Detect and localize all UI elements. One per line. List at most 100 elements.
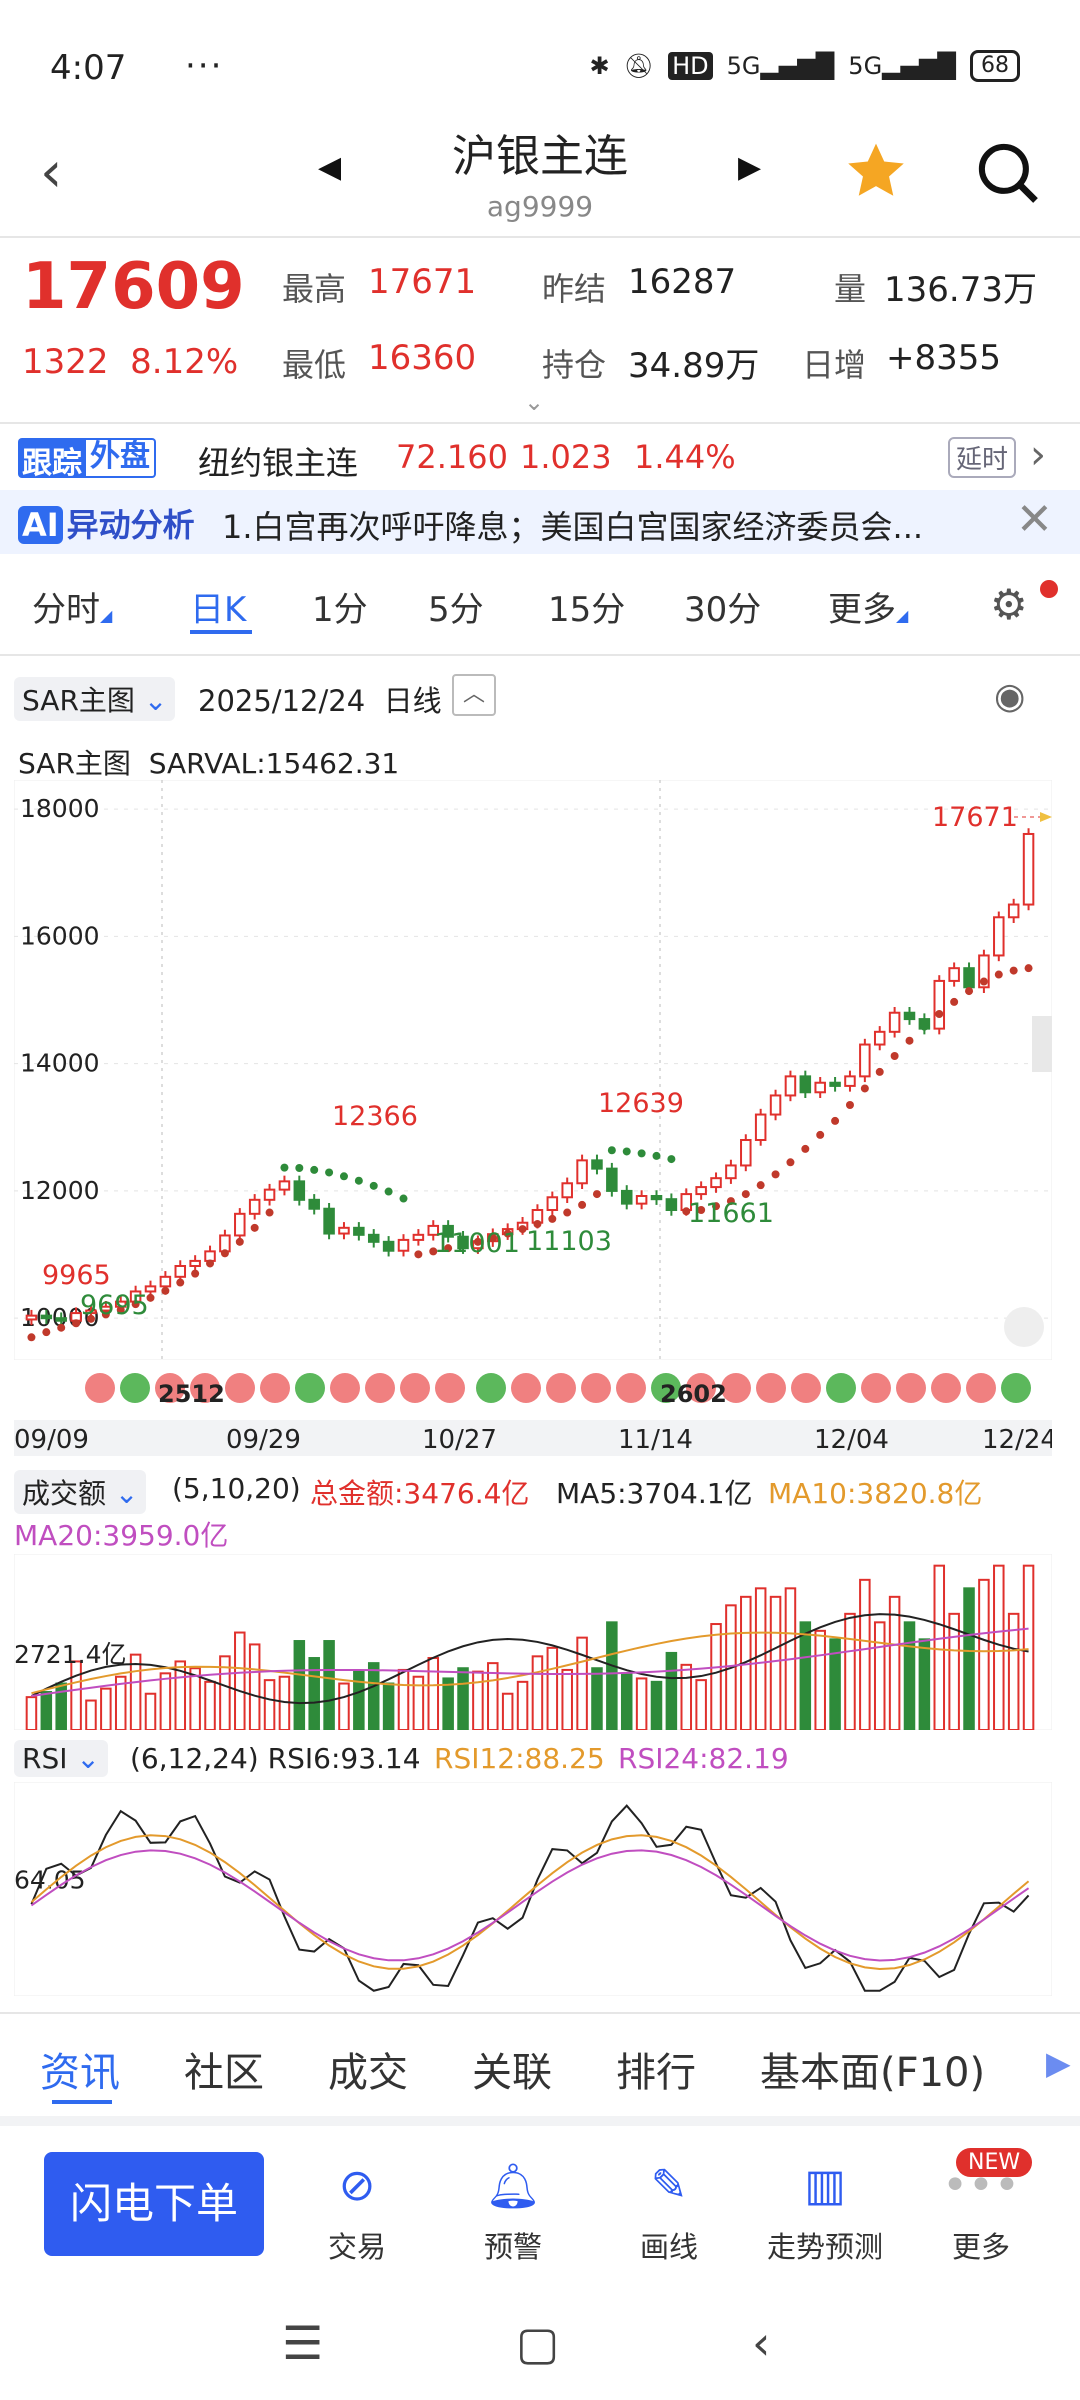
candlestick-chart[interactable]: 1800016000140001200010000176711236612639… [14,780,1052,1360]
tab-timeshare[interactable]: 分时◢ [32,590,113,630]
volume-ref-label: 2721.4亿 [14,1640,126,1669]
ai-analysis-text[interactable]: 1.白宫再次呼吁降息；美国白宫国家经济委员会... [222,508,924,546]
sar-dot [339,1172,348,1181]
tab-15min[interactable]: 15分 [548,590,626,630]
volume-bar [382,1682,395,1730]
volume-chart[interactable]: 2721.4亿 [14,1554,1052,1730]
expand-quote-icon[interactable]: ⌄ [524,388,545,416]
volume-selector[interactable]: 成交额 ⌄ [14,1470,147,1514]
next-contract-button[interactable]: ▶ [738,150,762,185]
candle [55,1317,67,1322]
candle [635,1195,648,1205]
sar-dot [592,1190,601,1199]
sar-dot [563,1208,572,1217]
rsi-selector[interactable]: RSI ⌄ [14,1740,108,1777]
bluetooth-icon: ✱ [589,52,610,80]
volume-bar [710,1623,722,1730]
favorite-star-icon[interactable] [842,138,910,206]
sar-dot [1024,964,1033,973]
home-nav-icon[interactable]: ▢ [516,2316,560,2370]
more-label: 更多 [951,2230,1010,2264]
sar-dot [801,1144,810,1153]
volume-bar [1022,1564,1035,1730]
tracking-badge-a: 跟踪 [18,438,86,481]
contract-mark-2512: 2512 [158,1380,225,1408]
candle [234,1212,246,1237]
info-tab-indicator [52,2100,112,2104]
rsi24-line [30,1849,1030,1962]
chart-date: 2025/12/24 日线 [198,684,442,718]
tab-1min[interactable]: 1分 [312,590,368,630]
previous-contract-button[interactable]: ◀ [318,150,342,185]
signal-5g-icon: 5G▂▄▆█ [726,52,835,80]
candle [725,1164,737,1180]
sar-dot [384,1187,393,1196]
sar-dot [816,1130,825,1139]
search-icon[interactable] [975,140,1041,206]
tab-fundamentals[interactable]: 基本面(F10) [760,2050,986,2096]
tab-daily-k[interactable]: 日K [190,590,247,630]
peak-label-1: 12366 [332,1101,418,1132]
menu-nav-icon[interactable]: ☰ [282,2316,324,2370]
volume-bar [174,1660,187,1730]
back-nav-icon[interactable]: ‹ [752,2316,771,2370]
sar-dot [667,1155,676,1164]
bell-icon: 🔔︎ [485,2161,541,2212]
draw-line-button[interactable]: ✎ 画线 [594,2160,744,2266]
tracking-arrow-icon[interactable]: › [1030,432,1046,478]
tab-ranking[interactable]: 排行 [616,2050,696,2096]
trade-button[interactable]: ⊘ 交易 [282,2160,432,2266]
tracking-name[interactable]: 纽约银主连 [198,444,359,482]
rsi-chart[interactable]: 64.05 [14,1782,1052,1996]
candle [576,1159,588,1185]
volume-label: 量 [834,270,867,308]
candle [248,1198,261,1215]
back-button[interactable]: ‹ [40,140,63,205]
status-notification-dots: ··· [185,46,224,86]
tab-community[interactable]: 社区 [184,2050,264,2096]
tab-related[interactable]: 关联 [472,2050,552,2096]
ai-marker [190,1373,220,1403]
page-title: 沪银主连 [452,131,628,182]
trade-icon: ⊘ [338,2160,376,2211]
low-label-1: 11001 [434,1228,520,1259]
sar-dot [116,1305,125,1314]
volume-bar [546,1646,559,1730]
candle [948,967,960,982]
alert-button[interactable]: 🔔︎ 预警 [438,2160,588,2266]
tab-trades[interactable]: 成交 [328,2050,408,2096]
tab-news[interactable]: 资讯 [40,2050,120,2096]
flash-order-button[interactable]: 闪电下单 [44,2152,264,2256]
candle [219,1234,231,1253]
x-tick-label: 09/29 [226,1425,301,1455]
tab-30min[interactable]: 30分 [684,590,762,630]
sar-dot [979,977,988,986]
notification-dot [1040,580,1058,598]
eye-icon[interactable]: ◉ [994,676,1026,717]
trend-forecast-button[interactable]: ▥ 走势预测 [750,2160,900,2266]
close-icon[interactable]: ✕ [1016,494,1053,545]
settings-gear-icon[interactable]: ⚙ [990,580,1028,629]
sar-dot [429,1247,438,1256]
volume-bar [100,1687,112,1730]
y-tick-label: 16000 [20,921,100,950]
tab-more[interactable]: 更多◢ [828,590,909,630]
candle [993,916,1005,957]
volume-bar [680,1663,693,1730]
volume-bar [561,1668,573,1730]
candle [427,1224,440,1236]
y-tick-label: 14000 [20,1049,100,1078]
indicator-selector[interactable]: SAR主图 ⌄ [14,677,176,721]
collapse-chevron-icon[interactable]: ︿ [452,674,496,716]
sar-dot [146,1293,155,1302]
ai-marker [896,1373,926,1403]
ai-analysis-bar[interactable] [0,490,1080,554]
sar-dot [726,1197,735,1206]
more-button[interactable]: ••• 更多 [906,2160,1056,2266]
sar-dot [176,1278,185,1287]
candle [620,1189,633,1205]
tab-5min[interactable]: 5分 [428,590,484,630]
tabs-scroll-arrow-icon[interactable]: ▶ [1046,2044,1071,2082]
sar-dot [831,1116,840,1125]
rsi-params: (6,12,24) RSI6:93.14 [130,1742,421,1775]
